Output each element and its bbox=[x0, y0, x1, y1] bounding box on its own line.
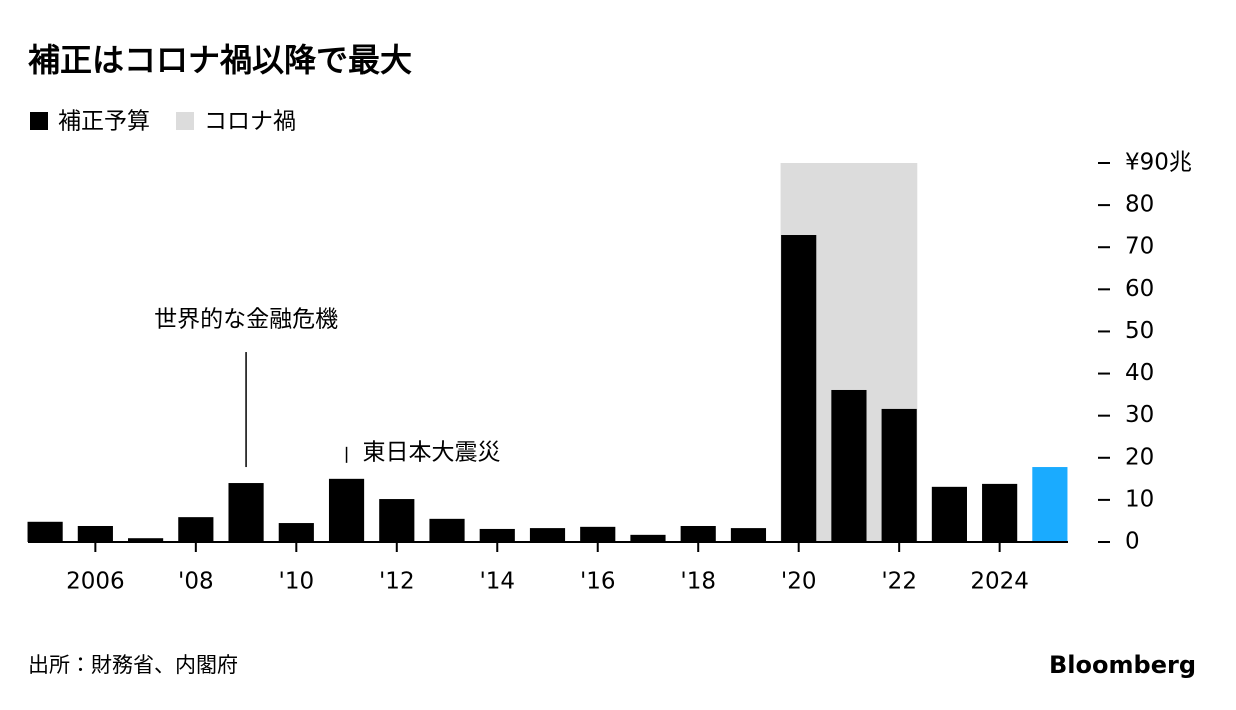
y-tick-label: ¥90兆 bbox=[1125, 150, 1192, 176]
bar bbox=[379, 499, 415, 542]
bar bbox=[27, 521, 63, 542]
chart-title: 補正はコロナ禍以降で最大 bbox=[28, 41, 412, 79]
bar bbox=[680, 525, 716, 542]
bar bbox=[77, 525, 113, 542]
bar bbox=[630, 534, 666, 542]
bar bbox=[328, 478, 365, 542]
y-tick-label: 70 bbox=[1125, 234, 1154, 260]
legend-swatch bbox=[176, 112, 194, 130]
bar bbox=[580, 526, 616, 542]
x-tick-label: '12 bbox=[379, 569, 415, 595]
y-tick-label: 30 bbox=[1125, 402, 1154, 428]
legend-label: 補正予算 bbox=[58, 109, 150, 135]
bar bbox=[128, 538, 164, 542]
bar bbox=[429, 518, 465, 542]
bar bbox=[730, 528, 767, 542]
bar bbox=[228, 483, 264, 542]
x-tick-label: '22 bbox=[881, 569, 917, 595]
bar bbox=[881, 408, 917, 542]
x-tick-label: '14 bbox=[479, 569, 515, 595]
annotation: 世界的な金融危機 bbox=[154, 307, 338, 333]
x-tick-label: 2024 bbox=[970, 569, 1029, 595]
source: 出所：財務省、内閣府 bbox=[28, 653, 238, 677]
logo: Bloomberg bbox=[1049, 651, 1196, 679]
x-tick-label: '16 bbox=[580, 569, 616, 595]
x-tick-label: '18 bbox=[680, 569, 716, 595]
annotation: 東日本大震災 bbox=[363, 440, 501, 466]
bar bbox=[931, 486, 967, 542]
bar bbox=[1032, 467, 1068, 542]
bar bbox=[479, 528, 515, 542]
y-tick-label: 50 bbox=[1125, 318, 1154, 344]
bar bbox=[831, 389, 867, 542]
y-tick-label: 0 bbox=[1125, 529, 1140, 555]
x-tick-label: 2006 bbox=[66, 569, 125, 595]
bar bbox=[178, 517, 214, 542]
y-tick-label: 80 bbox=[1125, 192, 1154, 218]
bar bbox=[529, 528, 566, 542]
y-tick-label: 20 bbox=[1125, 444, 1154, 470]
y-tick-label: 10 bbox=[1125, 486, 1154, 512]
x-tick-label: '08 bbox=[178, 569, 214, 595]
legend-label: コロナ禍 bbox=[204, 109, 296, 135]
bar bbox=[781, 235, 817, 542]
x-tick-label: '10 bbox=[279, 569, 315, 595]
y-tick-label: 40 bbox=[1125, 360, 1154, 386]
bar bbox=[982, 483, 1018, 542]
bar bbox=[278, 523, 314, 542]
y-tick-label: 60 bbox=[1125, 276, 1154, 302]
legend-swatch bbox=[30, 112, 48, 130]
x-tick-label: '20 bbox=[781, 569, 817, 595]
